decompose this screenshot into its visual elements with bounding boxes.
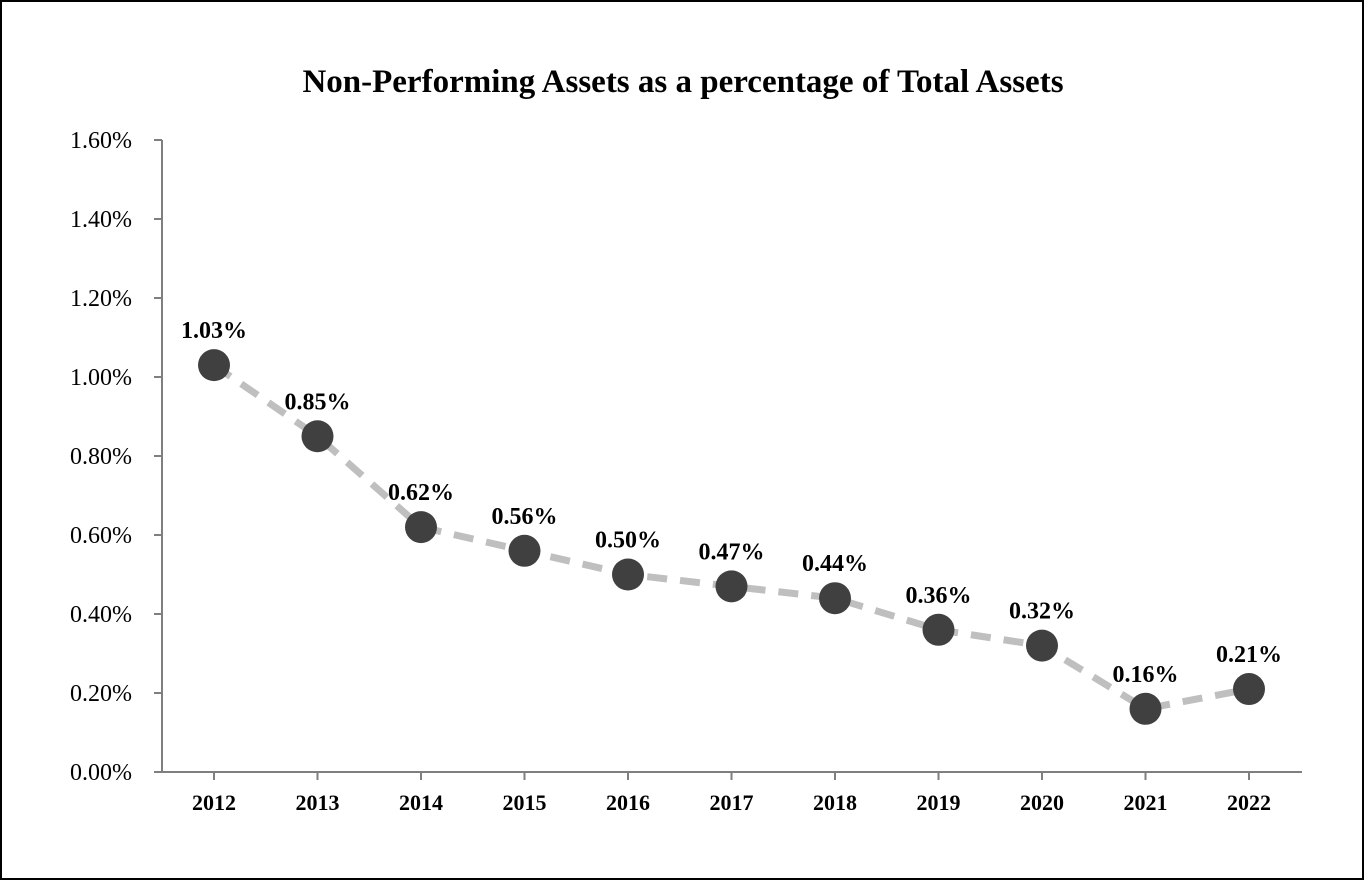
data-label: 0.32%	[1009, 599, 1075, 625]
x-tick-label: 2018	[813, 790, 857, 815]
data-label: 0.50%	[595, 528, 661, 554]
x-tick-label: 2012	[192, 790, 236, 815]
data-label: 1.03%	[181, 318, 247, 344]
data-label: 0.62%	[388, 480, 454, 506]
y-tick-label: 0.60%	[70, 523, 132, 549]
y-tick-label: 1.00%	[70, 365, 132, 391]
data-point-marker	[508, 534, 541, 567]
data-point-marker	[819, 582, 851, 615]
x-tick-label: 2019	[917, 790, 961, 815]
data-point-marker	[1233, 673, 1265, 706]
x-tick-label: 2020	[1020, 790, 1064, 815]
x-tick-label: 2016	[606, 790, 650, 815]
data-label: 0.56%	[492, 504, 558, 530]
y-tick-label: 0.20%	[70, 681, 132, 707]
y-tick-label: 0.80%	[70, 444, 132, 470]
data-label: 0.44%	[802, 551, 868, 577]
data-point-marker	[301, 420, 334, 453]
y-tick-label: 0.00%	[70, 760, 132, 786]
data-point-marker	[1026, 629, 1058, 662]
data-point-marker	[715, 570, 748, 603]
x-tick-label: 2022	[1227, 790, 1271, 815]
series-line	[212, 362, 1250, 713]
data-point-marker	[405, 511, 437, 544]
data-label: 0.36%	[906, 583, 972, 609]
y-tick-label: 1.40%	[70, 207, 132, 233]
x-tick-label: 2015	[503, 790, 547, 815]
data-label: 0.85%	[285, 389, 351, 415]
data-label: 0.16%	[1113, 662, 1179, 688]
data-point-marker	[198, 349, 230, 382]
y-tick-label: 1.60%	[70, 128, 132, 154]
x-tick-label: 2017	[710, 790, 754, 815]
data-point-marker	[612, 558, 644, 591]
data-point-marker	[1129, 692, 1162, 725]
data-label: 0.47%	[699, 539, 765, 565]
x-tick-label: 2014	[399, 790, 443, 815]
data-label: 0.21%	[1216, 642, 1282, 668]
y-tick-label: 0.40%	[70, 602, 132, 628]
x-tick-label: 2021	[1124, 790, 1168, 815]
x-tick-label: 2013	[296, 790, 340, 815]
y-tick-label: 1.20%	[70, 286, 132, 312]
axes: 0.00% 0.20% 0.40% 0.60% 0.80% 1.00% 1.20% 1.40%…	[70, 128, 1302, 815]
chart-title: Non-Performing Assets as a percentage of…	[302, 64, 1063, 100]
series-npa: 1.03% 0.85% 0.62% 0.56% 0.50% 0.47% 0.44% 0.36%…	[181, 318, 1282, 725]
data-point-marker	[922, 613, 955, 646]
